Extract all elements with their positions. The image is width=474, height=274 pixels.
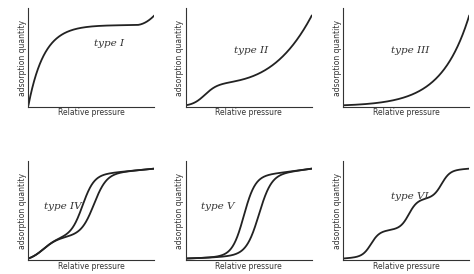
Y-axis label: adsorption quantity: adsorption quantity [175,173,184,249]
X-axis label: Relative pressure: Relative pressure [216,109,282,118]
Y-axis label: adsorption quantity: adsorption quantity [333,20,342,96]
X-axis label: Relative pressure: Relative pressure [373,109,440,118]
X-axis label: Relative pressure: Relative pressure [58,109,125,118]
Text: type III: type III [391,46,429,55]
X-axis label: Relative pressure: Relative pressure [216,262,282,271]
Text: type I: type I [94,39,124,48]
Y-axis label: adsorption quantity: adsorption quantity [333,173,342,249]
Y-axis label: adsorption quantity: adsorption quantity [175,20,184,96]
Text: type VI: type VI [391,192,429,201]
X-axis label: Relative pressure: Relative pressure [373,262,440,271]
Text: type V: type V [201,202,235,211]
Text: type IV: type IV [44,202,81,211]
Y-axis label: adsorption quantity: adsorption quantity [18,173,27,249]
Text: type II: type II [234,46,268,55]
X-axis label: Relative pressure: Relative pressure [58,262,125,271]
Y-axis label: adsorption quantity: adsorption quantity [18,20,27,96]
